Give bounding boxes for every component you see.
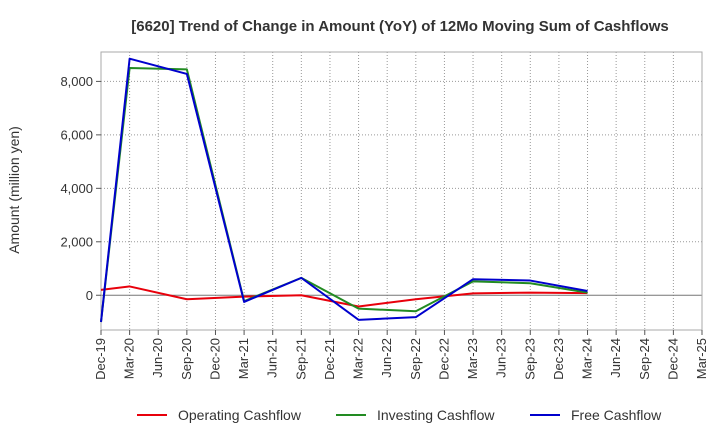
y-tick-label: 8,000 [60,74,93,89]
x-tick-label: Mar-23 [465,338,480,379]
y-axis-label: Amount (million yen) [6,126,22,254]
x-tick-label: Sep-21 [293,338,308,380]
x-tick-label: Jun-24 [608,338,623,378]
y-tick-label: 2,000 [60,234,93,249]
y-axis-ticks: 0 2,000 4,000 6,000 8,000 [60,74,101,303]
x-tick-label: Sep-23 [522,338,537,380]
x-tick-label: Dec-20 [207,338,222,380]
x-tick-label: Sep-20 [179,338,194,380]
grid-lines [101,52,702,330]
legend-label: Free Cashflow [571,407,662,423]
legend-label: Operating Cashflow [178,407,302,423]
x-tick-label: Dec-21 [322,338,337,380]
legend-label: Investing Cashflow [377,407,495,423]
chart-title: [6620] Trend of Change in Amount (YoY) o… [131,18,669,35]
x-tick-label: Jun-23 [494,338,509,378]
x-tick-label: Dec-23 [551,338,566,380]
x-tick-label: Sep-24 [637,338,652,380]
y-tick-label: 0 [86,288,93,303]
x-tick-label: Mar-20 [122,338,137,379]
y-tick-label: 4,000 [60,181,93,196]
series-line-investing-cashflow [100,67,588,323]
y-tick-label: 6,000 [60,127,93,142]
x-tick-label: Jun-21 [265,338,280,378]
x-tick-label: Dec-24 [665,338,680,380]
plot-area-frame [100,51,703,331]
data-series [100,57,588,323]
x-tick-label: Dec-19 [93,338,108,380]
x-tick-label: Dec-22 [436,338,451,380]
legend: Operating Cashflow Investing Cashflow Free… [137,407,662,423]
series-line-free-cashflow [100,57,588,323]
x-tick-label: Mar-24 [580,338,595,379]
x-tick-label: Jun-22 [379,338,394,378]
x-tick-label: Jun-20 [150,338,165,378]
x-tick-label: Mar-25 [694,338,709,379]
x-axis-ticks: Dec-19 Mar-20 Jun-20 Sep-20 Dec-20 Mar-21 Jun-… [93,330,709,380]
x-tick-label: Mar-21 [236,338,251,379]
x-tick-label: Mar-22 [351,338,366,379]
series-line-operating-cashflow [100,285,588,308]
x-tick-label: Sep-22 [408,338,423,380]
